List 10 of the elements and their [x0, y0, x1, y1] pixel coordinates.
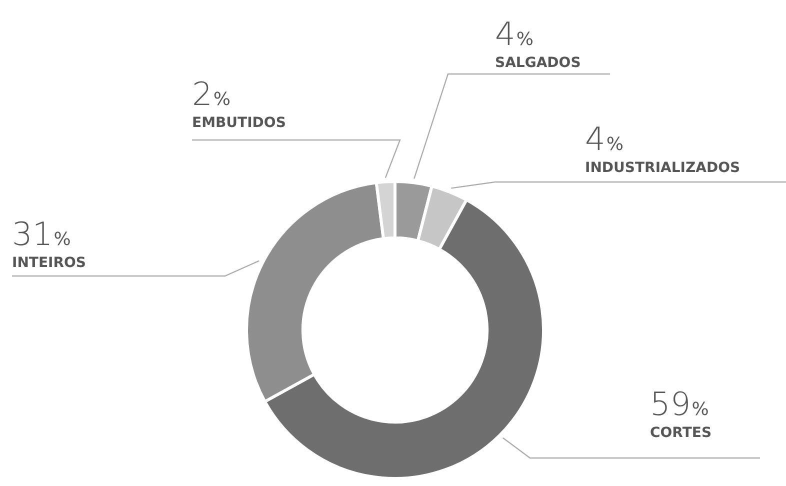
- slice-label: CORTES: [650, 425, 712, 441]
- slice-label: EMBUTIDOS: [192, 115, 286, 131]
- data-label: 4%: [585, 120, 624, 158]
- data-label: 2%: [192, 75, 230, 113]
- data-label: 31%: [12, 215, 71, 253]
- data-label: 59%: [650, 385, 709, 423]
- slice-label: INTEIROS: [12, 255, 86, 271]
- data-label: 4%: [495, 15, 534, 53]
- slice-label: INDUSTRIALIZADOS: [585, 160, 740, 176]
- slice-label: SALGADOS: [495, 55, 581, 71]
